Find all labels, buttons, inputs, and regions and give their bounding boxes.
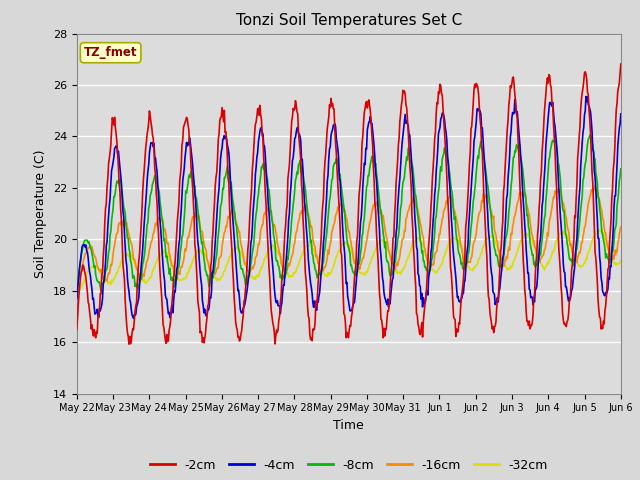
- Text: TZ_fmet: TZ_fmet: [84, 46, 138, 59]
- Legend: -2cm, -4cm, -8cm, -16cm, -32cm: -2cm, -4cm, -8cm, -16cm, -32cm: [145, 454, 553, 477]
- Title: Tonzi Soil Temperatures Set C: Tonzi Soil Temperatures Set C: [236, 13, 462, 28]
- Y-axis label: Soil Temperature (C): Soil Temperature (C): [35, 149, 47, 278]
- X-axis label: Time: Time: [333, 419, 364, 432]
